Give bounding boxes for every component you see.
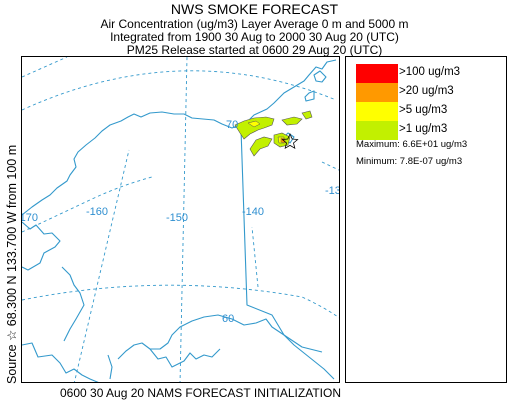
- longitude-label-140: -140: [242, 206, 264, 218]
- longitude-label-170: -170: [22, 212, 38, 224]
- legend-label: >100 ug/m3: [399, 66, 461, 78]
- legend-label: >5 ug/m3: [399, 104, 448, 116]
- longitude-line-130: [321, 161, 339, 171]
- legend-swatch-yellow: [356, 102, 398, 121]
- canadian-arctic-coast: [236, 59, 337, 127]
- south-central-coast: [117, 314, 335, 380]
- legend-swatch-red: [356, 64, 398, 83]
- legend-swatch-green: [356, 121, 398, 140]
- star-icon: [281, 133, 299, 150]
- kenai-coast: [149, 348, 221, 368]
- alaska-map: 70 60 -170 -160 -150 -140 -130: [22, 57, 340, 382]
- bristol-bay-coast: [107, 354, 113, 380]
- latitude-label-70: 70: [226, 119, 238, 131]
- arctic-island-1: [304, 90, 315, 102]
- longitude-line-170: [22, 176, 153, 233]
- legend-label: >1 ug/m3: [399, 123, 448, 135]
- longitude-label-160: -160: [86, 206, 108, 218]
- map-panel: 70 60 -170 -160 -150 -140 -130: [21, 56, 340, 383]
- alaska-canada-border: [240, 128, 323, 353]
- plume-gt1-north: [281, 116, 303, 126]
- maximum-value: Maximum: 6.6E+01 ug/m3: [356, 139, 468, 150]
- release-info: PM25 Release started at 0600 29 Aug 20 (…: [126, 43, 383, 57]
- seward-peninsula: [22, 221, 61, 271]
- forecast-title: NWS SMOKE FORECAST: [170, 1, 339, 17]
- legend-label: >20 ug/m3: [399, 85, 454, 97]
- latitude-line-60: [22, 284, 339, 319]
- grid-labels: 70 60 -170 -160 -150 -140 -130: [22, 119, 340, 325]
- integration-period: Integrated from 1900 30 Aug to 2000 30 A…: [110, 30, 399, 44]
- smoke-plume: [234, 110, 313, 157]
- longitude-line-160: [74, 149, 130, 382]
- latitude-line-70: [22, 70, 337, 111]
- western-coast: [61, 266, 85, 342]
- plume-gt1-south: [249, 136, 273, 157]
- minimum-value: Minimum: 7.8E-07 ug/m3: [356, 156, 463, 167]
- plume-gt5-main: [247, 120, 261, 128]
- legend-swatch-orange: [356, 83, 398, 102]
- longitude-label-150: -150: [166, 212, 188, 224]
- arctic-coast: [22, 111, 238, 216]
- longitude-line-west: [22, 57, 68, 78]
- concentration-description: Air Concentration (ug/m3) Layer Average …: [100, 17, 409, 31]
- yukon-delta-coast: [22, 342, 99, 382]
- arctic-island-2: [313, 70, 327, 83]
- longitude-line-140: [251, 226, 259, 288]
- coastline: [22, 59, 337, 382]
- longitude-label-130: -130: [325, 185, 340, 197]
- forecast-initialization: 0600 30 Aug 20 NAMS FORECAST INITIALIZAT…: [60, 386, 341, 400]
- plume-gt1-main: [234, 116, 275, 140]
- source-location-label: Source ☆ 68.300 N 133.700 W from 100 m: [5, 144, 19, 384]
- plume-gt1-northeast: [301, 110, 313, 120]
- latitude-label-60: 60: [222, 313, 234, 325]
- graticule: [22, 57, 339, 382]
- longitude-line-150: [179, 57, 188, 382]
- legend-panel: >100 ug/m3 >20 ug/m3 >5 ug/m3 >1 ug/m3 M…: [345, 56, 507, 383]
